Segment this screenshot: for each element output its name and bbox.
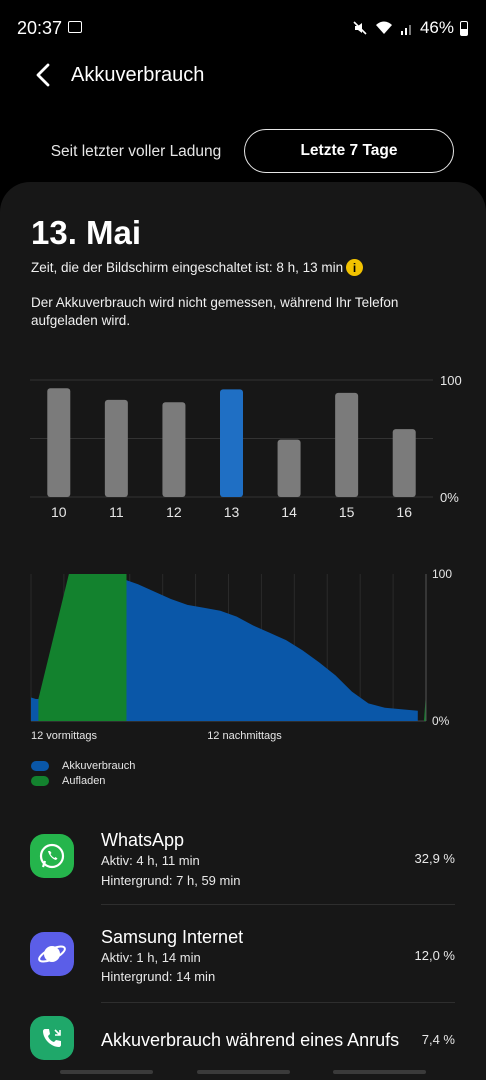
divider <box>101 904 455 905</box>
bar-x-tick-11: 11 <box>109 504 124 520</box>
divider <box>101 1002 455 1003</box>
area-x-tick-start: 12 vormittags <box>31 730 98 742</box>
bar-y-tick-min: 0% <box>440 490 459 505</box>
app-background-time: Hintergrund: 7 h, 59 min <box>101 873 241 888</box>
bar-day-16 <box>392 429 416 497</box>
bar-day-15 <box>335 392 359 497</box>
bar-day-13 <box>220 389 243 497</box>
app-active-time: Aktiv: 4 h, 11 min <box>101 853 200 868</box>
signal-icon <box>400 25 411 35</box>
app-name: Akkuverbrauch während eines Anrufs <box>101 1030 400 1050</box>
legend-label-charging: Aufladen <box>62 775 106 787</box>
legend-swatch-usage <box>31 761 49 771</box>
mute-icon <box>353 21 367 35</box>
nav-back-hint[interactable] <box>333 1070 426 1074</box>
daily-bar-chart: 100 0% 10 11 12 13 14 15 16 <box>30 373 462 520</box>
bar-x-tick-12: 12 <box>166 504 182 520</box>
samsung-internet-icon <box>30 932 74 976</box>
gallery-notification-icon <box>68 21 82 33</box>
info-icon[interactable]: i <box>346 259 363 276</box>
call-icon <box>30 1016 74 1060</box>
app-row-samsung-internet[interactable]: Samsung Internet Aktiv: 1 h, 14 min Hint… <box>0 918 486 998</box>
tab-since-full-charge[interactable]: Seit letzter voller Ladung <box>50 143 222 160</box>
page-title: Akkuverbrauch <box>71 64 205 86</box>
battery-level-chart: 100 0% 12 vormittags 12 nachmittags <box>30 567 452 742</box>
app-name: Samsung Internet <box>101 927 244 947</box>
status-time: 20:37 <box>17 18 63 38</box>
bar-x-tick-10: 10 <box>51 504 67 520</box>
area-x-tick-mid: 12 nachmittags <box>207 730 282 742</box>
battery-percent: 46% <box>419 18 454 37</box>
navigation-bar <box>0 1068 486 1080</box>
nav-recents-hint[interactable] <box>60 1070 153 1074</box>
area-series-usage <box>31 574 418 721</box>
app-row-whatsapp[interactable]: WhatsApp Aktiv: 4 h, 11 min Hintergrund:… <box>0 822 486 902</box>
app-usage-percent: 32,9 % <box>414 851 455 866</box>
tab-last-7-days[interactable]: Letzte 7 Tage <box>244 129 454 173</box>
app-background-time: Hintergrund: 14 min <box>101 969 216 984</box>
bar-x-tick-14: 14 <box>281 504 297 520</box>
app-row-call-usage[interactable]: Akkuverbrauch während eines Anrufs 7,4 % <box>0 1012 486 1068</box>
area-series-charging <box>38 574 127 721</box>
back-button[interactable] <box>30 60 56 90</box>
bar-day-12 <box>162 402 186 497</box>
back-arrow-icon <box>36 63 50 87</box>
bar-day-11 <box>104 399 128 497</box>
bar-x-tick-16: 16 <box>396 504 412 520</box>
legend-swatch-charging <box>31 776 49 786</box>
whatsapp-icon <box>30 834 74 878</box>
bar-x-tick-13: 13 <box>224 504 240 520</box>
bar-day-10 <box>47 388 71 497</box>
screen-on-time: Zeit, die der Bildschirm eingeschaltet i… <box>31 260 344 275</box>
status-icons: 46% <box>352 18 468 38</box>
legend-item-charging: Aufladen <box>31 775 105 787</box>
legend-item-usage: Akkuverbrauch <box>31 760 135 772</box>
bar-y-tick-max: 100 <box>440 373 462 388</box>
charging-note: Der Akkuverbrauch wird nicht gemessen, w… <box>31 295 399 328</box>
selected-date: 13. Mai <box>31 214 142 251</box>
legend-label-usage: Akkuverbrauch <box>62 760 136 772</box>
app-usage-percent: 12,0 % <box>414 948 455 963</box>
app-name: WhatsApp <box>101 830 185 850</box>
app-active-time: Aktiv: 1 h, 14 min <box>101 950 201 965</box>
bar-day-14 <box>277 439 301 497</box>
area-y-tick-min: 0% <box>432 714 450 728</box>
battery-icon <box>460 20 468 36</box>
wifi-icon <box>375 21 392 34</box>
area-y-tick-max: 100 <box>432 567 452 581</box>
nav-home-hint[interactable] <box>197 1070 290 1074</box>
bar-x-tick-15: 15 <box>339 504 355 520</box>
charts-canvas: 100 0% 10 11 12 13 14 15 16 100 0% 12 vormittags 12… <box>30 373 462 742</box>
app-usage-percent: 7,4 % <box>421 1032 455 1047</box>
